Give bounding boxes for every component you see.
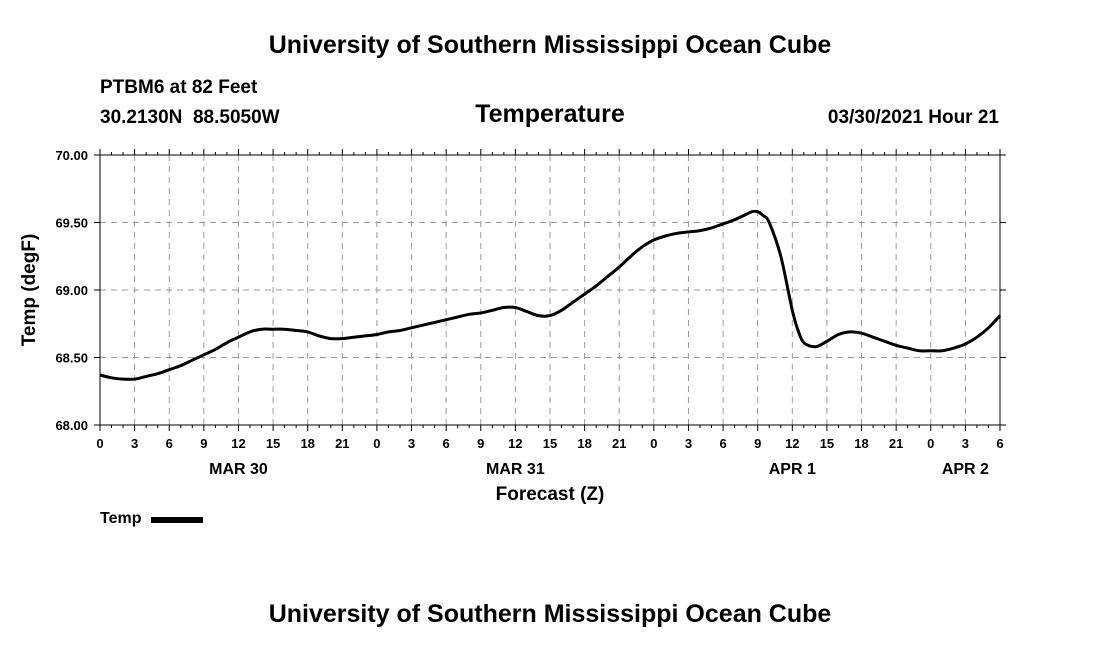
x-tick-label: 6: [443, 436, 450, 451]
x-tick-label: 21: [889, 436, 903, 451]
y-tick-label: 70.00: [55, 148, 88, 163]
x-tick-label: 12: [508, 436, 522, 451]
x-tick-label: 18: [300, 436, 314, 451]
x-tick-label: 18: [854, 436, 868, 451]
x-date-label: MAR 30: [209, 461, 268, 478]
x-tick-label: 0: [650, 436, 657, 451]
station-coordinates: 30.2130N 88.5050W: [100, 107, 280, 128]
x-tick-label: 6: [719, 436, 726, 451]
x-tick-label: 3: [408, 436, 415, 451]
page-title: University of Southern Mississippi Ocean…: [268, 31, 832, 59]
legend-line-swatch: [151, 517, 204, 523]
series-line-temp: [99, 209, 1002, 381]
forecast-timestamp: 03/30/2021 Hour 21: [827, 107, 999, 128]
x-tick-label: 15: [820, 436, 834, 451]
x-tick-label: 0: [927, 436, 934, 451]
x-date-label: APR 1: [769, 461, 816, 478]
x-tick-label: 15: [266, 436, 280, 451]
legend-label: Temp: [100, 510, 142, 527]
x-date-label: MAR 31: [486, 461, 545, 478]
x-tick-label: 12: [231, 436, 245, 451]
x-tick-label: 3: [685, 436, 692, 451]
x-tick-label: 0: [373, 436, 380, 451]
footer-title: University of Southern Mississippi Ocean…: [268, 600, 832, 628]
x-axis-title: Forecast (Z): [496, 484, 605, 505]
y-axis-title: Temp (degF): [19, 234, 40, 347]
plot-frame: [99, 154, 1001, 426]
y-tick-label: 69.50: [55, 216, 88, 231]
x-tick-label: 15: [543, 436, 557, 451]
station-label: PTBM6 at 82 Feet: [100, 77, 258, 98]
x-tick-label: 9: [754, 436, 761, 451]
x-tick-label: 6: [996, 436, 1003, 451]
y-tick-label: 69.00: [55, 283, 88, 298]
legend: Temp: [100, 510, 204, 528]
x-tick-label: 3: [131, 436, 138, 451]
x-tick-label: 12: [785, 436, 799, 451]
x-tick-label: 21: [612, 436, 626, 451]
x-tick-label: 3: [962, 436, 969, 451]
y-tick-label: 68.00: [55, 418, 88, 433]
x-tick-label: 0: [96, 436, 103, 451]
x-tick-label: 21: [335, 436, 349, 451]
x-tick-label: 9: [200, 436, 207, 451]
y-tick-label: 68.50: [55, 351, 88, 366]
x-date-label: APR 2: [942, 461, 989, 478]
x-tick-label: 6: [166, 436, 173, 451]
chart-title: Temperature: [475, 100, 625, 128]
x-tick-label: 9: [477, 436, 484, 451]
x-tick-label: 18: [577, 436, 591, 451]
